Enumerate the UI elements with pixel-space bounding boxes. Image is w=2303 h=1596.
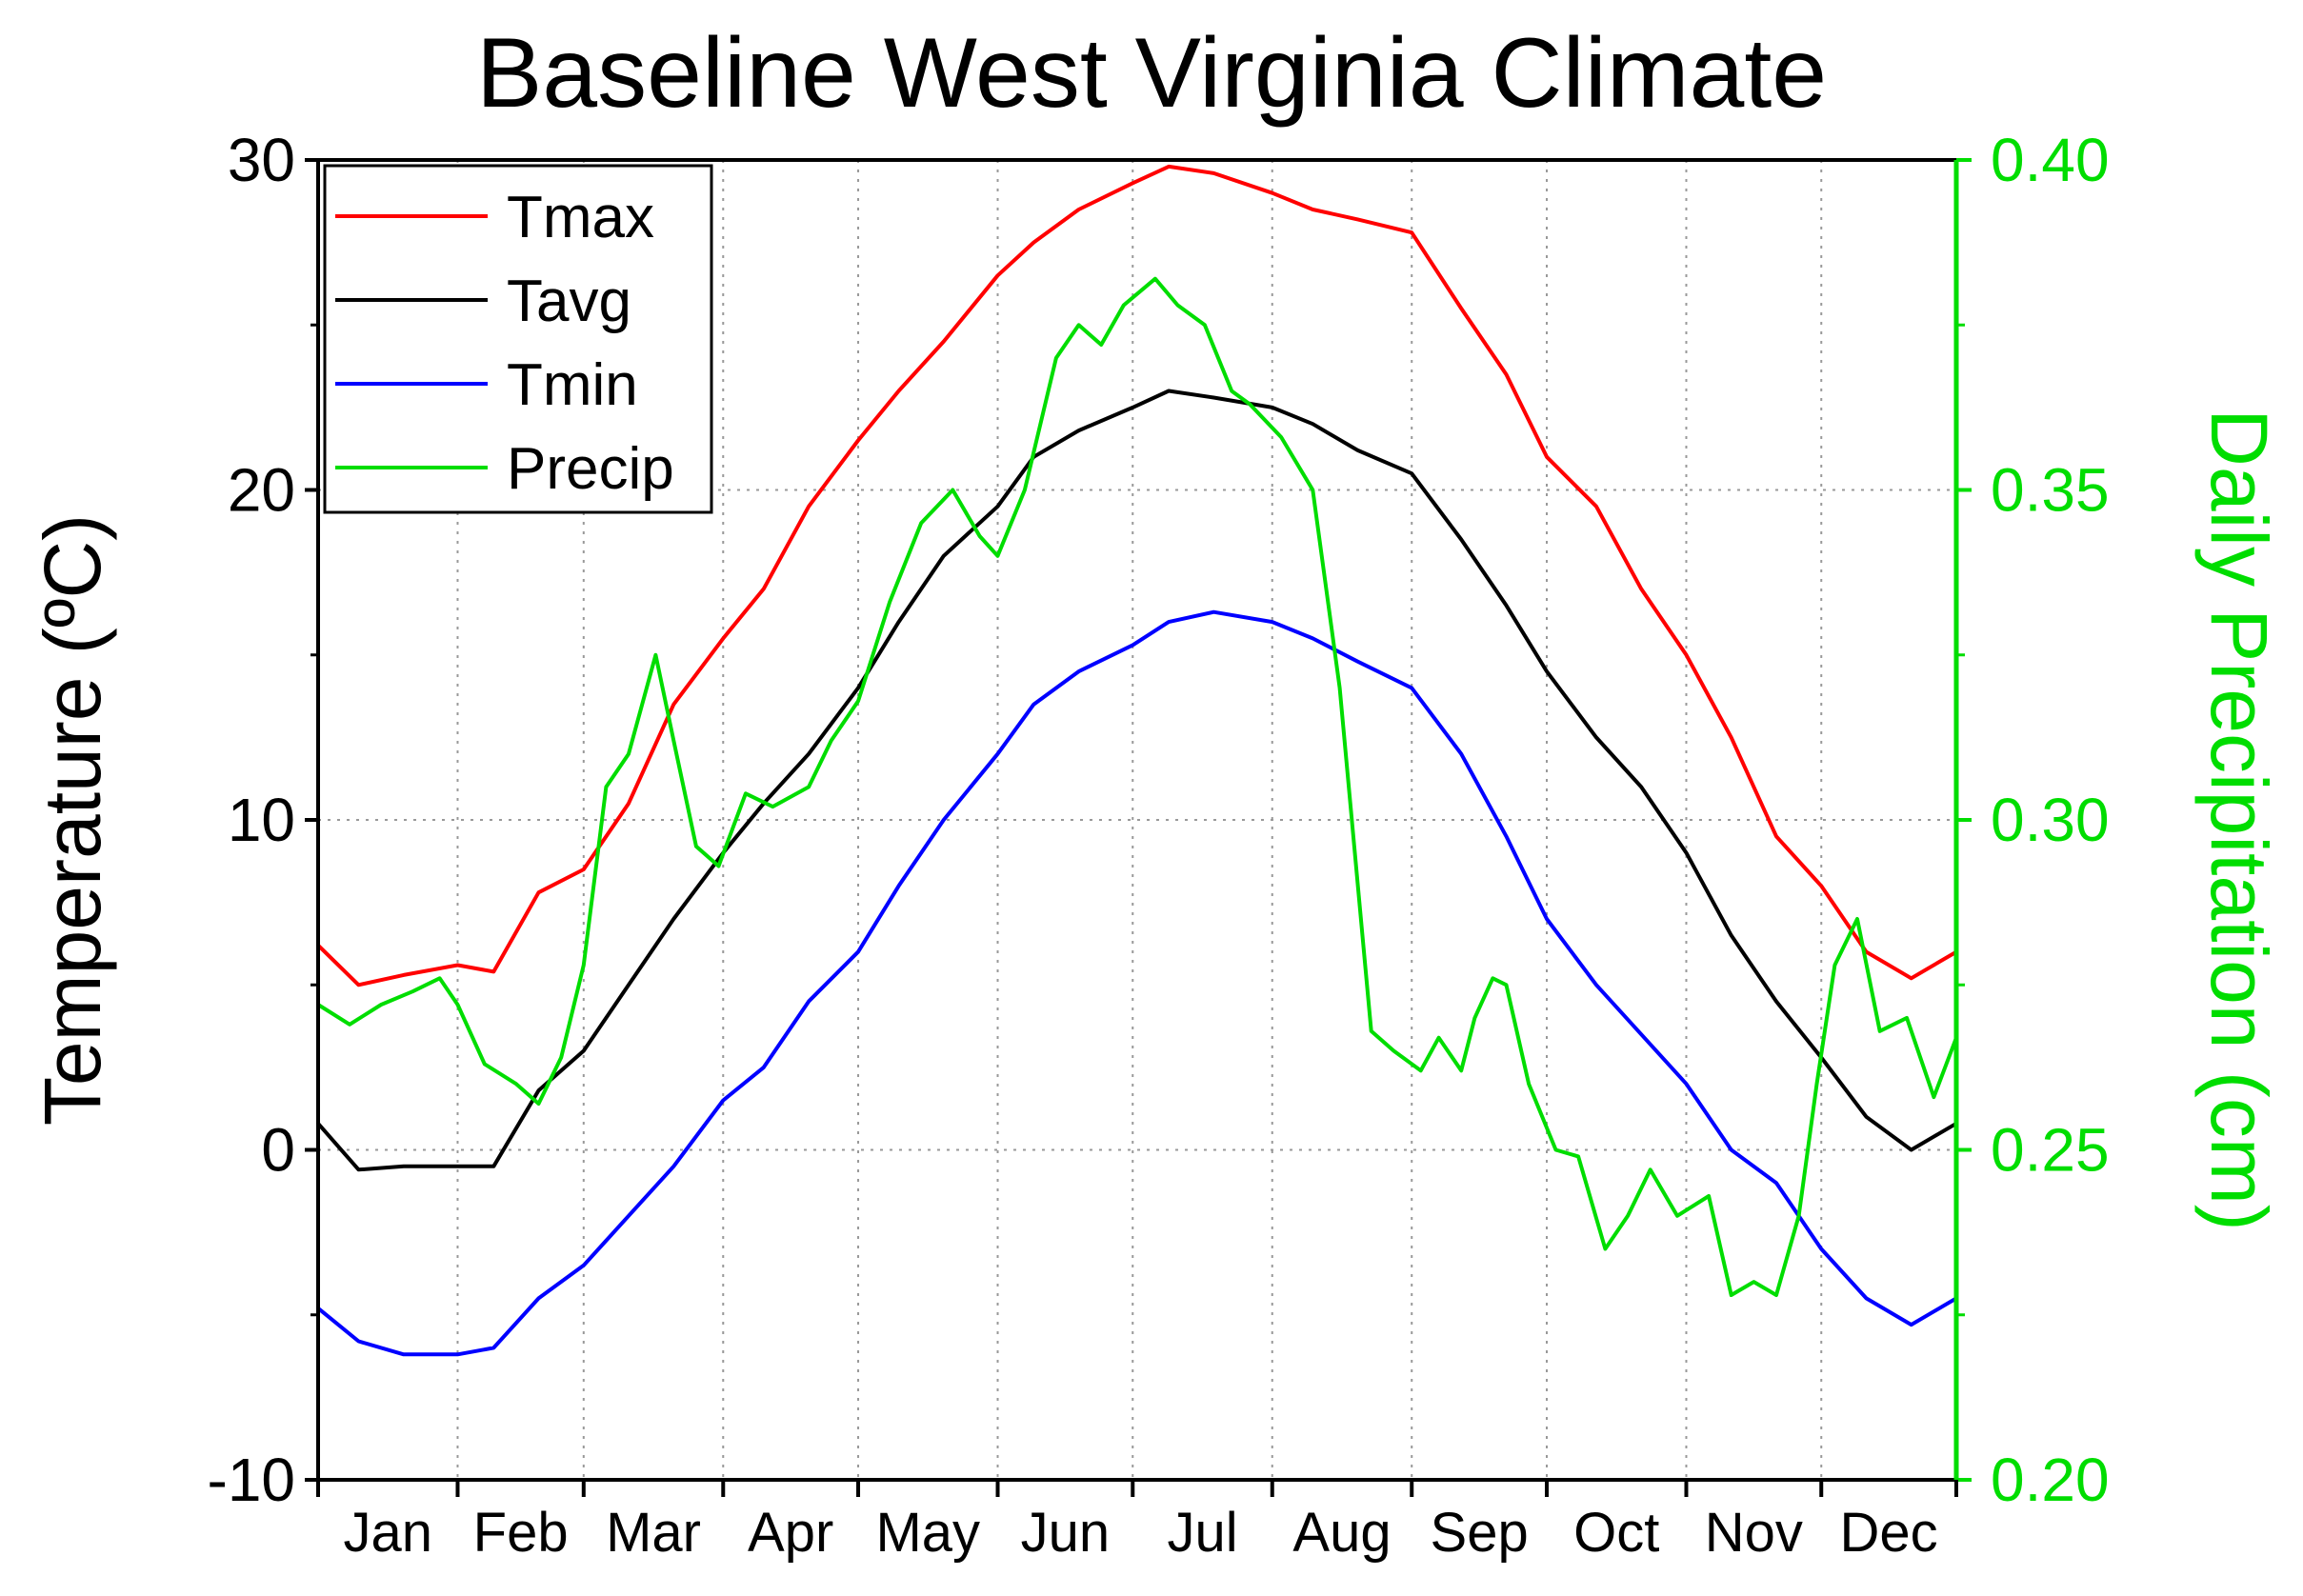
y-tick-label: 30 [228,126,295,194]
y2-axis-label: Daily Precipitation (cm) [2194,409,2284,1231]
axis-ticks: -10 0 10 20 30 0.20 0.25 0.30 0.35 0.40 Jan Feb Mar A… [208,126,2110,1564]
series-line-precip [316,276,1958,1297]
x-tick-label-jul: Jul [1167,1502,1237,1564]
y-tick-label: 10 [228,786,295,854]
y-axis-label: Temperature (ºC) [28,514,117,1126]
x-tick-label-sep: Sep [1431,1502,1529,1564]
x-tick-label-dec: Dec [1840,1502,1938,1564]
legend-label-tmin: Tmin [507,352,638,418]
x-tick-label-aug: Aug [1292,1502,1391,1564]
x-tick-label-oct: Oct [1573,1502,1659,1564]
y2-tick-label: 0.35 [1991,456,2110,525]
series-line-tavg [316,389,1958,1172]
chart-title: Baseline West Virginia Climate [475,18,1828,129]
y2-tick-label: 0.40 [1991,126,2110,194]
y-tick-label: 20 [228,456,295,525]
x-tick-label-jun: Jun [1021,1502,1111,1564]
x-tick-label-feb: Feb [473,1502,569,1564]
y2-tick-label: 0.20 [1991,1446,2110,1514]
x-tick-label-may: May [875,1502,980,1564]
series-lines [316,164,1958,1357]
legend-label-tavg: Tavg [507,269,631,334]
y2-tick-label: 0.30 [1991,786,2110,854]
legend-label-precip: Precip [507,436,674,502]
y-tick-label: 0 [261,1116,295,1185]
series-line-tmax [316,164,1958,988]
x-tick-label-jan: Jan [343,1502,432,1564]
legend: Tmax Tavg Tmin Precip [323,164,713,514]
series-line-tmin [316,609,1958,1357]
y-tick-label: -10 [208,1446,296,1514]
legend-label-tmax: Tmax [507,185,654,250]
x-tick-label-apr: Apr [748,1502,833,1564]
x-tick-label-nov: Nov [1705,1502,1803,1564]
grid-lines [318,160,1956,1480]
legend-box [323,164,713,514]
x-tick-label-mar: Mar [606,1502,701,1564]
y2-tick-label: 0.25 [1991,1116,2110,1185]
